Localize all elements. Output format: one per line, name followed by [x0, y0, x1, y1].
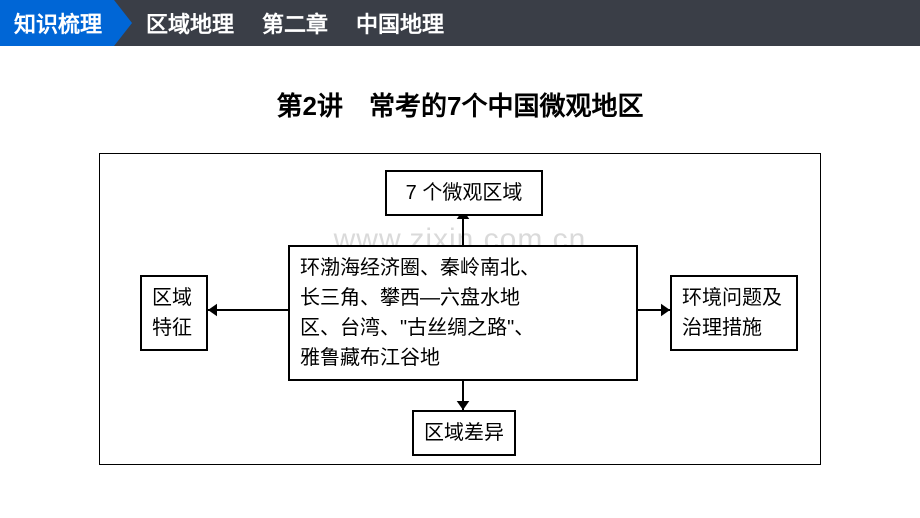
breadcrumb-item-1: 区域地理 [146, 7, 234, 39]
node-top-label: 7 个微观区域 [406, 178, 523, 208]
node-center: 环渤海经济圈、秦岭南北、 长三角、攀西—六盘水地 区、台湾、"古丝绸之路"、 雅… [288, 245, 638, 381]
node-center-label: 环渤海经济圈、秦岭南北、 长三角、攀西—六盘水地 区、台湾、"古丝绸之路"、 雅… [300, 253, 540, 373]
node-left: 区域 特征 [140, 275, 208, 351]
breadcrumb-item-3: 中国地理 [356, 7, 444, 39]
node-left-label: 区域 特征 [152, 283, 192, 343]
content-area: 第2讲 常考的7个中国微观地区 www.zixin.com.cn 7 个微观区域… [0, 46, 920, 465]
header-bar: 知识梳理 区域地理 第二章 中国地理 [0, 0, 920, 46]
node-bottom: 区域差异 [412, 410, 516, 456]
node-right-label: 环境问题及 治理措施 [682, 283, 782, 343]
breadcrumb: 区域地理 第二章 中国地理 [146, 7, 444, 39]
page-title: 第2讲 常考的7个中国微观地区 [277, 86, 644, 123]
node-bottom-label: 区域差异 [424, 418, 504, 448]
node-right: 环境问题及 治理措施 [670, 275, 798, 351]
header-tab-label: 知识梳理 [14, 7, 102, 39]
header-active-tab: 知识梳理 [0, 0, 132, 46]
flowchart: www.zixin.com.cn 7 个微观区域区域 特征环渤海经济圈、秦岭南北… [140, 170, 780, 440]
breadcrumb-item-2: 第二章 [262, 7, 328, 39]
diagram-frame: www.zixin.com.cn 7 个微观区域区域 特征环渤海经济圈、秦岭南北… [99, 153, 821, 465]
node-top: 7 个微观区域 [385, 170, 543, 216]
